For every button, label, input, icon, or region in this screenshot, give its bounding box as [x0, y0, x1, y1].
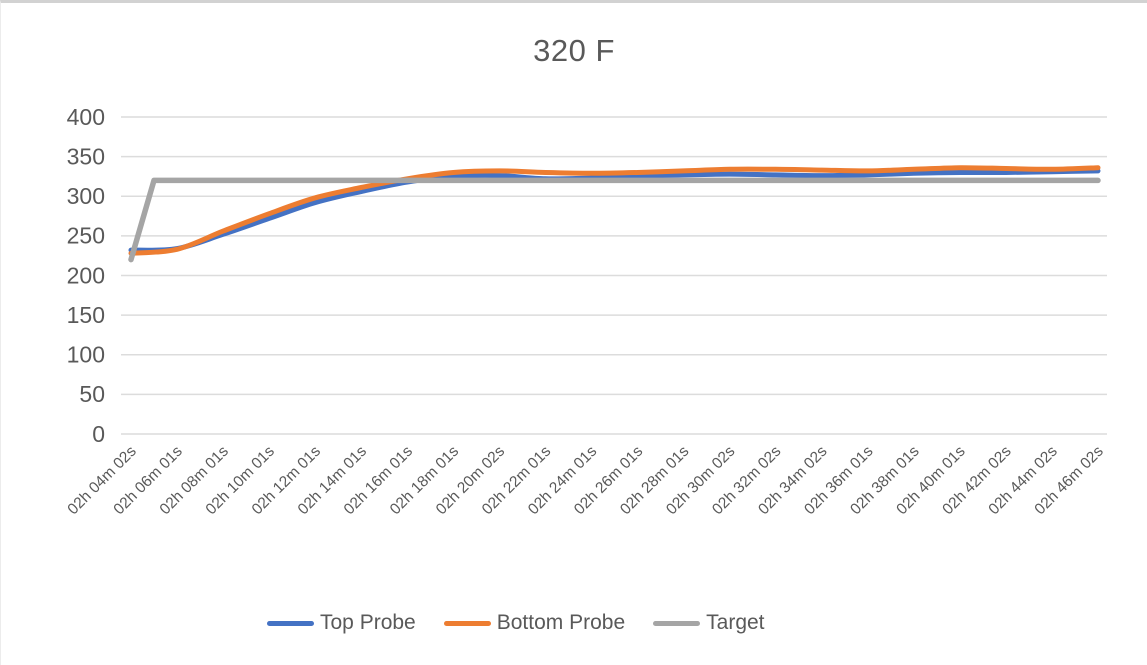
legend-dash-icon — [443, 620, 491, 626]
legend-dash-icon — [653, 620, 701, 626]
legend-label: Bottom Probe — [496, 611, 626, 634]
legend-item-top-probe: Top Probe — [267, 611, 416, 635]
y-tick-label: 350 — [67, 143, 105, 169]
y-tick-label: 100 — [67, 342, 105, 368]
legend-label: Target — [706, 611, 765, 634]
legend-label: Top Probe — [320, 611, 416, 634]
series-line-bottom-probe — [128, 165, 1101, 256]
series-line-top-probe — [128, 168, 1101, 253]
chart-title: 320 F — [533, 33, 615, 68]
y-tick-label: 400 — [67, 104, 105, 130]
y-tick-label: 300 — [67, 183, 105, 209]
chart-legend: Top Probe Bottom Probe Target — [267, 611, 765, 635]
y-tick-label: 50 — [79, 381, 105, 407]
series-line-target — [128, 177, 1101, 263]
legend-dash-icon — [267, 620, 314, 626]
y-tick-label: 200 — [67, 262, 105, 288]
y-tick-label: 250 — [67, 223, 105, 249]
legend-item-target: Target — [653, 611, 765, 635]
legend-item-bottom-probe: Bottom Probe — [443, 611, 626, 635]
y-tick-label: 0 — [92, 421, 105, 447]
y-tick-label: 150 — [67, 302, 105, 328]
